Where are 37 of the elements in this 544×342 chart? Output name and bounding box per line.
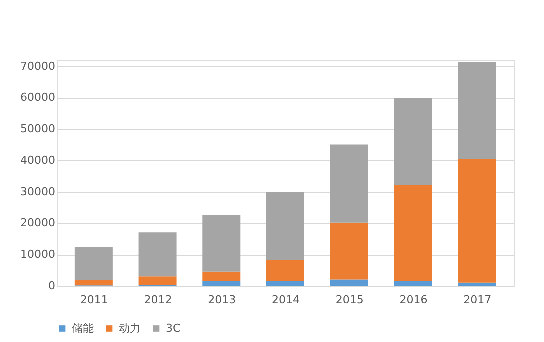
y-tick-label: 30000 [20,185,56,198]
bar [394,185,432,282]
legend-label: 3C [166,322,181,335]
bar [330,222,368,280]
legend-label: 动力 [119,322,141,335]
y-tick-label: 20000 [20,216,56,230]
y-tick-label: 60000 [20,91,56,104]
x-tick-label: 2012 [144,294,172,306]
bar [202,281,241,286]
bar [394,281,432,286]
y-tick-label: 10000 [20,248,56,262]
bar [138,232,177,277]
y-tick-label: 50000 [20,122,56,136]
bar [394,98,432,186]
x-tick-label: 2016 [400,294,428,306]
x-tick-label: 2015 [336,294,364,306]
bar [74,280,113,286]
bar [74,247,113,280]
bar [330,280,368,286]
bar [458,62,496,160]
bar [266,192,304,260]
bar [330,144,368,223]
x-tick-label: 2017 [464,294,492,306]
legend-label: 储能 [72,322,94,335]
y-tick-label: 40000 [20,154,56,167]
y-tick-label: 0 [48,280,56,292]
bar [266,260,304,282]
bar [266,281,304,286]
bar [458,282,496,286]
x-tick-label: 2014 [272,294,300,306]
x-tick-label: 2011 [80,294,108,306]
bar [138,276,177,286]
bar [202,215,241,272]
y-tick-label: 70000 [20,60,56,73]
bar [202,272,241,282]
x-tick-label: 2013 [208,294,236,306]
bar [458,160,496,283]
